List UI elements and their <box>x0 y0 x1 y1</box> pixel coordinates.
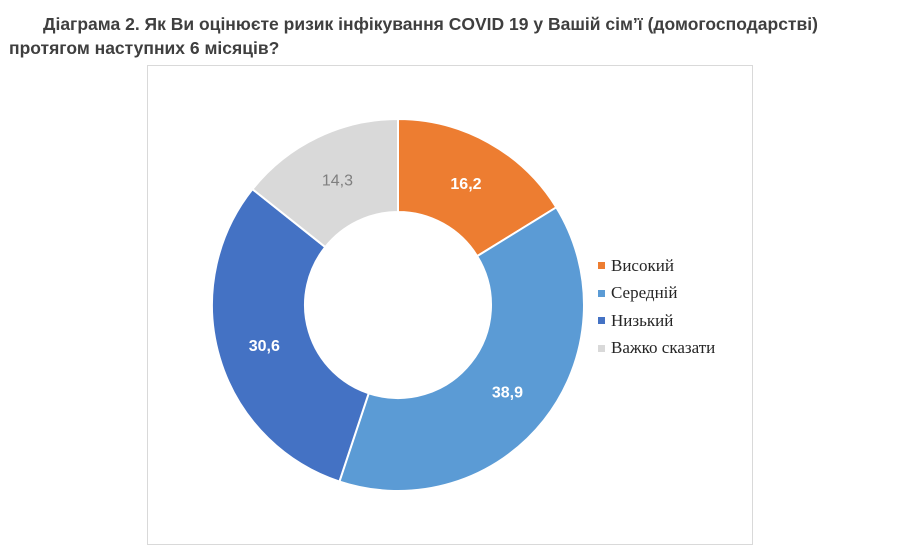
donut-slice-0 <box>397 117 558 258</box>
data-label-3: 14,3 <box>322 172 353 189</box>
data-label-0: 16,2 <box>450 176 481 193</box>
legend-swatch <box>598 317 605 325</box>
legend-swatch <box>598 344 605 352</box>
data-label-1: 38,9 <box>492 385 523 402</box>
legend-item: Низький <box>598 307 715 335</box>
legend-item: Високий <box>598 252 715 280</box>
legend-swatch <box>598 289 605 297</box>
legend-label: Середній <box>611 283 678 303</box>
legend-label: Важко сказати <box>611 338 716 358</box>
donut-slice-2 <box>211 187 370 483</box>
legend-item: Важко сказати <box>598 335 715 363</box>
donut-slice-3 <box>251 117 399 249</box>
legend-label: Низький <box>611 310 674 330</box>
legend: Високий Середній Низький Важко сказати <box>598 252 715 362</box>
legend-label: Високий <box>611 255 674 275</box>
legend-item: Середній <box>598 280 715 308</box>
chart-area <box>147 65 753 545</box>
data-label-2: 30,6 <box>249 338 280 355</box>
legend-swatch <box>598 262 605 270</box>
chart-title: Діаграма 2. Як Ви оцінюєте ризик інфікув… <box>9 14 818 58</box>
donut-slice-1 <box>338 205 585 492</box>
